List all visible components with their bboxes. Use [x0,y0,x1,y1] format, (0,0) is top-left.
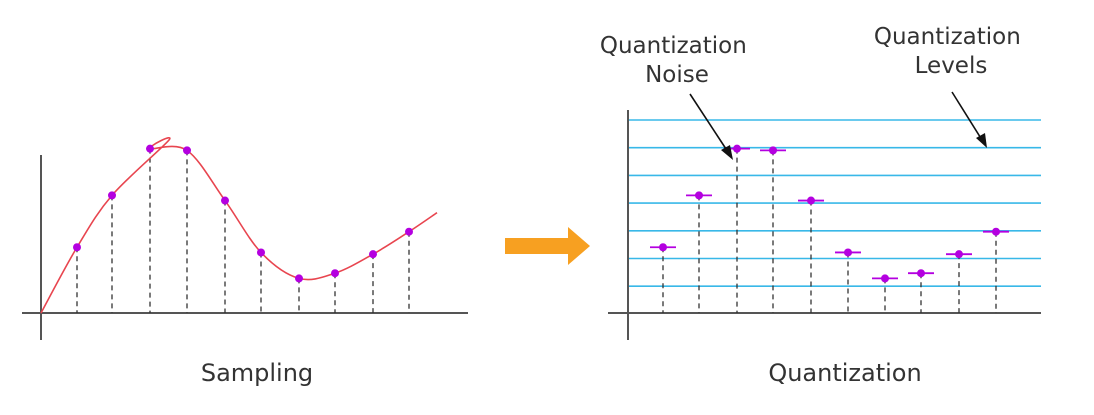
quantized-point [917,269,925,278]
levels-pointer-arrowhead [976,133,987,148]
sampling-points [73,144,413,283]
levels-label-line-2: Levels [915,53,988,79]
quantized-point [695,191,703,200]
quantized-samples [650,144,1009,283]
quantized-point [733,144,741,153]
quantization-panel: Quantization Noise Quantization Levels Q… [600,24,1041,387]
noise-pointer-arrowhead [721,145,733,160]
quantized-point [881,274,889,283]
sample-point [369,250,377,259]
quantized-point [659,243,667,252]
sample-point [405,227,413,236]
sample-point [295,274,303,283]
sampling-panel: Sampling [22,137,468,387]
sampling-caption: Sampling [201,359,313,387]
quantization-stems [662,148,997,313]
sample-point [257,248,265,257]
sample-point [146,144,154,153]
sample-point [183,146,191,155]
quantization-levels [628,119,1041,288]
noise-label-line-1: Quantization [600,33,747,59]
sample-point [73,243,81,252]
quantized-point [769,146,777,155]
sample-point [331,269,339,278]
sample-point [108,191,116,200]
sample-point [221,196,229,205]
annotation-arrows [689,91,987,160]
noise-pointer-line [689,93,729,153]
quantized-point [992,227,1000,236]
quantization-caption: Quantization [768,359,921,387]
quantization-noise-label: Quantization Noise [600,33,754,88]
quantized-point [955,250,963,259]
analog-signal-curve [40,137,438,314]
noise-label-line-2: Noise [645,62,709,88]
levels-label-line-1: Quantization [874,24,1021,50]
quantization-levels-label: Quantization Levels [874,24,1028,79]
quantized-point [844,248,852,257]
levels-pointer-line [951,91,983,141]
right-arrow-icon [505,227,590,265]
sampling-stems [76,148,410,313]
quantized-point [807,196,815,205]
